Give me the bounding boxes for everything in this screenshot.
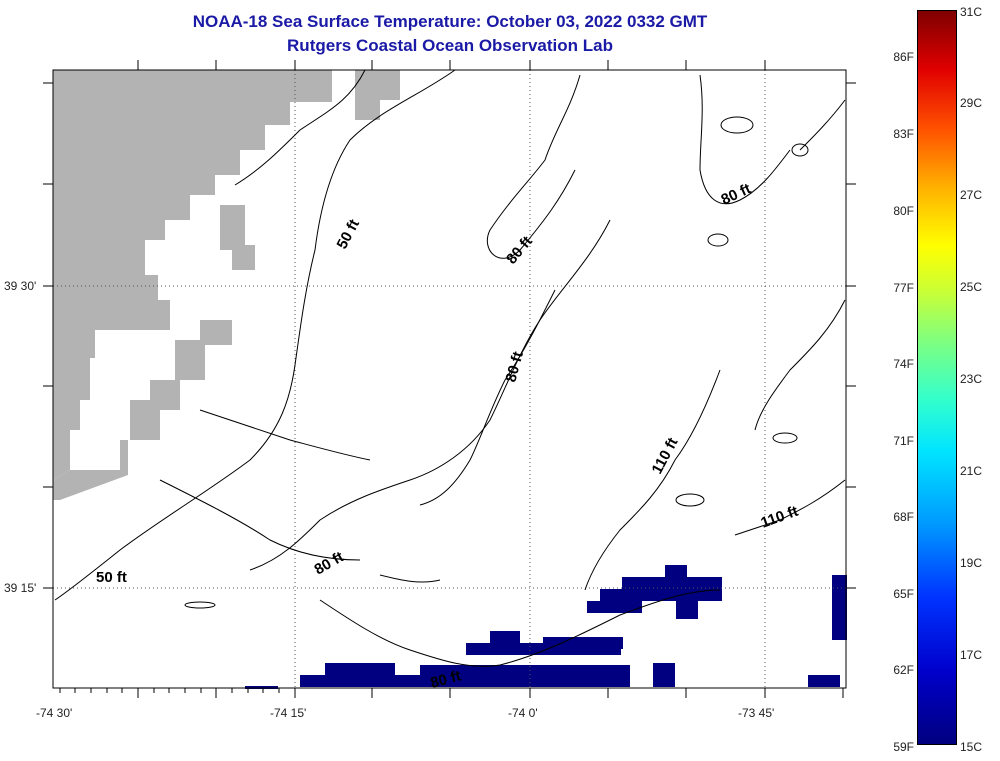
- colorbar-c-label: 23C: [960, 372, 983, 386]
- bathymetry-contours: [54, 69, 846, 667]
- lon-label: -74 0': [508, 706, 538, 720]
- colorbar-c-label: 17C: [960, 648, 983, 662]
- contour-label: 80 ft: [312, 548, 347, 578]
- map-title: NOAA-18 Sea Surface Temperature: October…: [192, 12, 708, 31]
- colorbar-c-label: 21C: [960, 464, 983, 478]
- colorbar-f-label: 62F: [893, 663, 914, 677]
- lon-label: -74 30': [36, 706, 73, 720]
- contour-label: 50 ft: [334, 217, 363, 252]
- lat-label: 39 15': [4, 581, 37, 595]
- colorbar-f-label: 59F: [893, 740, 914, 754]
- land-mass: [53, 70, 400, 500]
- colorbar-c-label: 29C: [960, 96, 983, 110]
- colorbar-c-label: 27C: [960, 188, 983, 202]
- graticule: [53, 70, 846, 688]
- colorbar-c-label: 31C: [960, 5, 983, 19]
- colorbar-f-label: 83F: [893, 127, 914, 141]
- contour-label: 80 ft: [719, 180, 754, 208]
- colorbar-f-label: 74F: [893, 357, 914, 371]
- colorbar-c-label: 19C: [960, 556, 983, 570]
- lat-label: 39 30': [4, 279, 37, 293]
- sst-pixels: [245, 565, 847, 689]
- colorbar-f-label: 80F: [893, 204, 914, 218]
- lon-label: -73 45': [738, 706, 775, 720]
- axis-ticks: [43, 60, 856, 698]
- sst-colorbar: [917, 10, 957, 745]
- contour-label: 80 ft: [502, 350, 526, 384]
- colorbar-f-label: 77F: [893, 281, 914, 295]
- colorbar-c-label: 25C: [960, 280, 983, 294]
- colorbar-f-label: 68F: [893, 510, 914, 524]
- map-subtitle: Rutgers Coastal Ocean Observation Lab: [287, 36, 613, 55]
- contour-label: 80 ft: [503, 233, 536, 268]
- colorbar-c-label: 15C: [960, 740, 983, 754]
- colorbar-f-label: 65F: [893, 587, 914, 601]
- colorbar-f-label: 86F: [893, 50, 914, 64]
- contour-label: 50 ft: [96, 569, 127, 586]
- contour-label: 110 ft: [649, 435, 682, 477]
- colorbar-f-label: 71F: [893, 434, 914, 448]
- contour-label: 110 ft: [759, 503, 801, 532]
- lon-label: -74 15': [270, 706, 307, 720]
